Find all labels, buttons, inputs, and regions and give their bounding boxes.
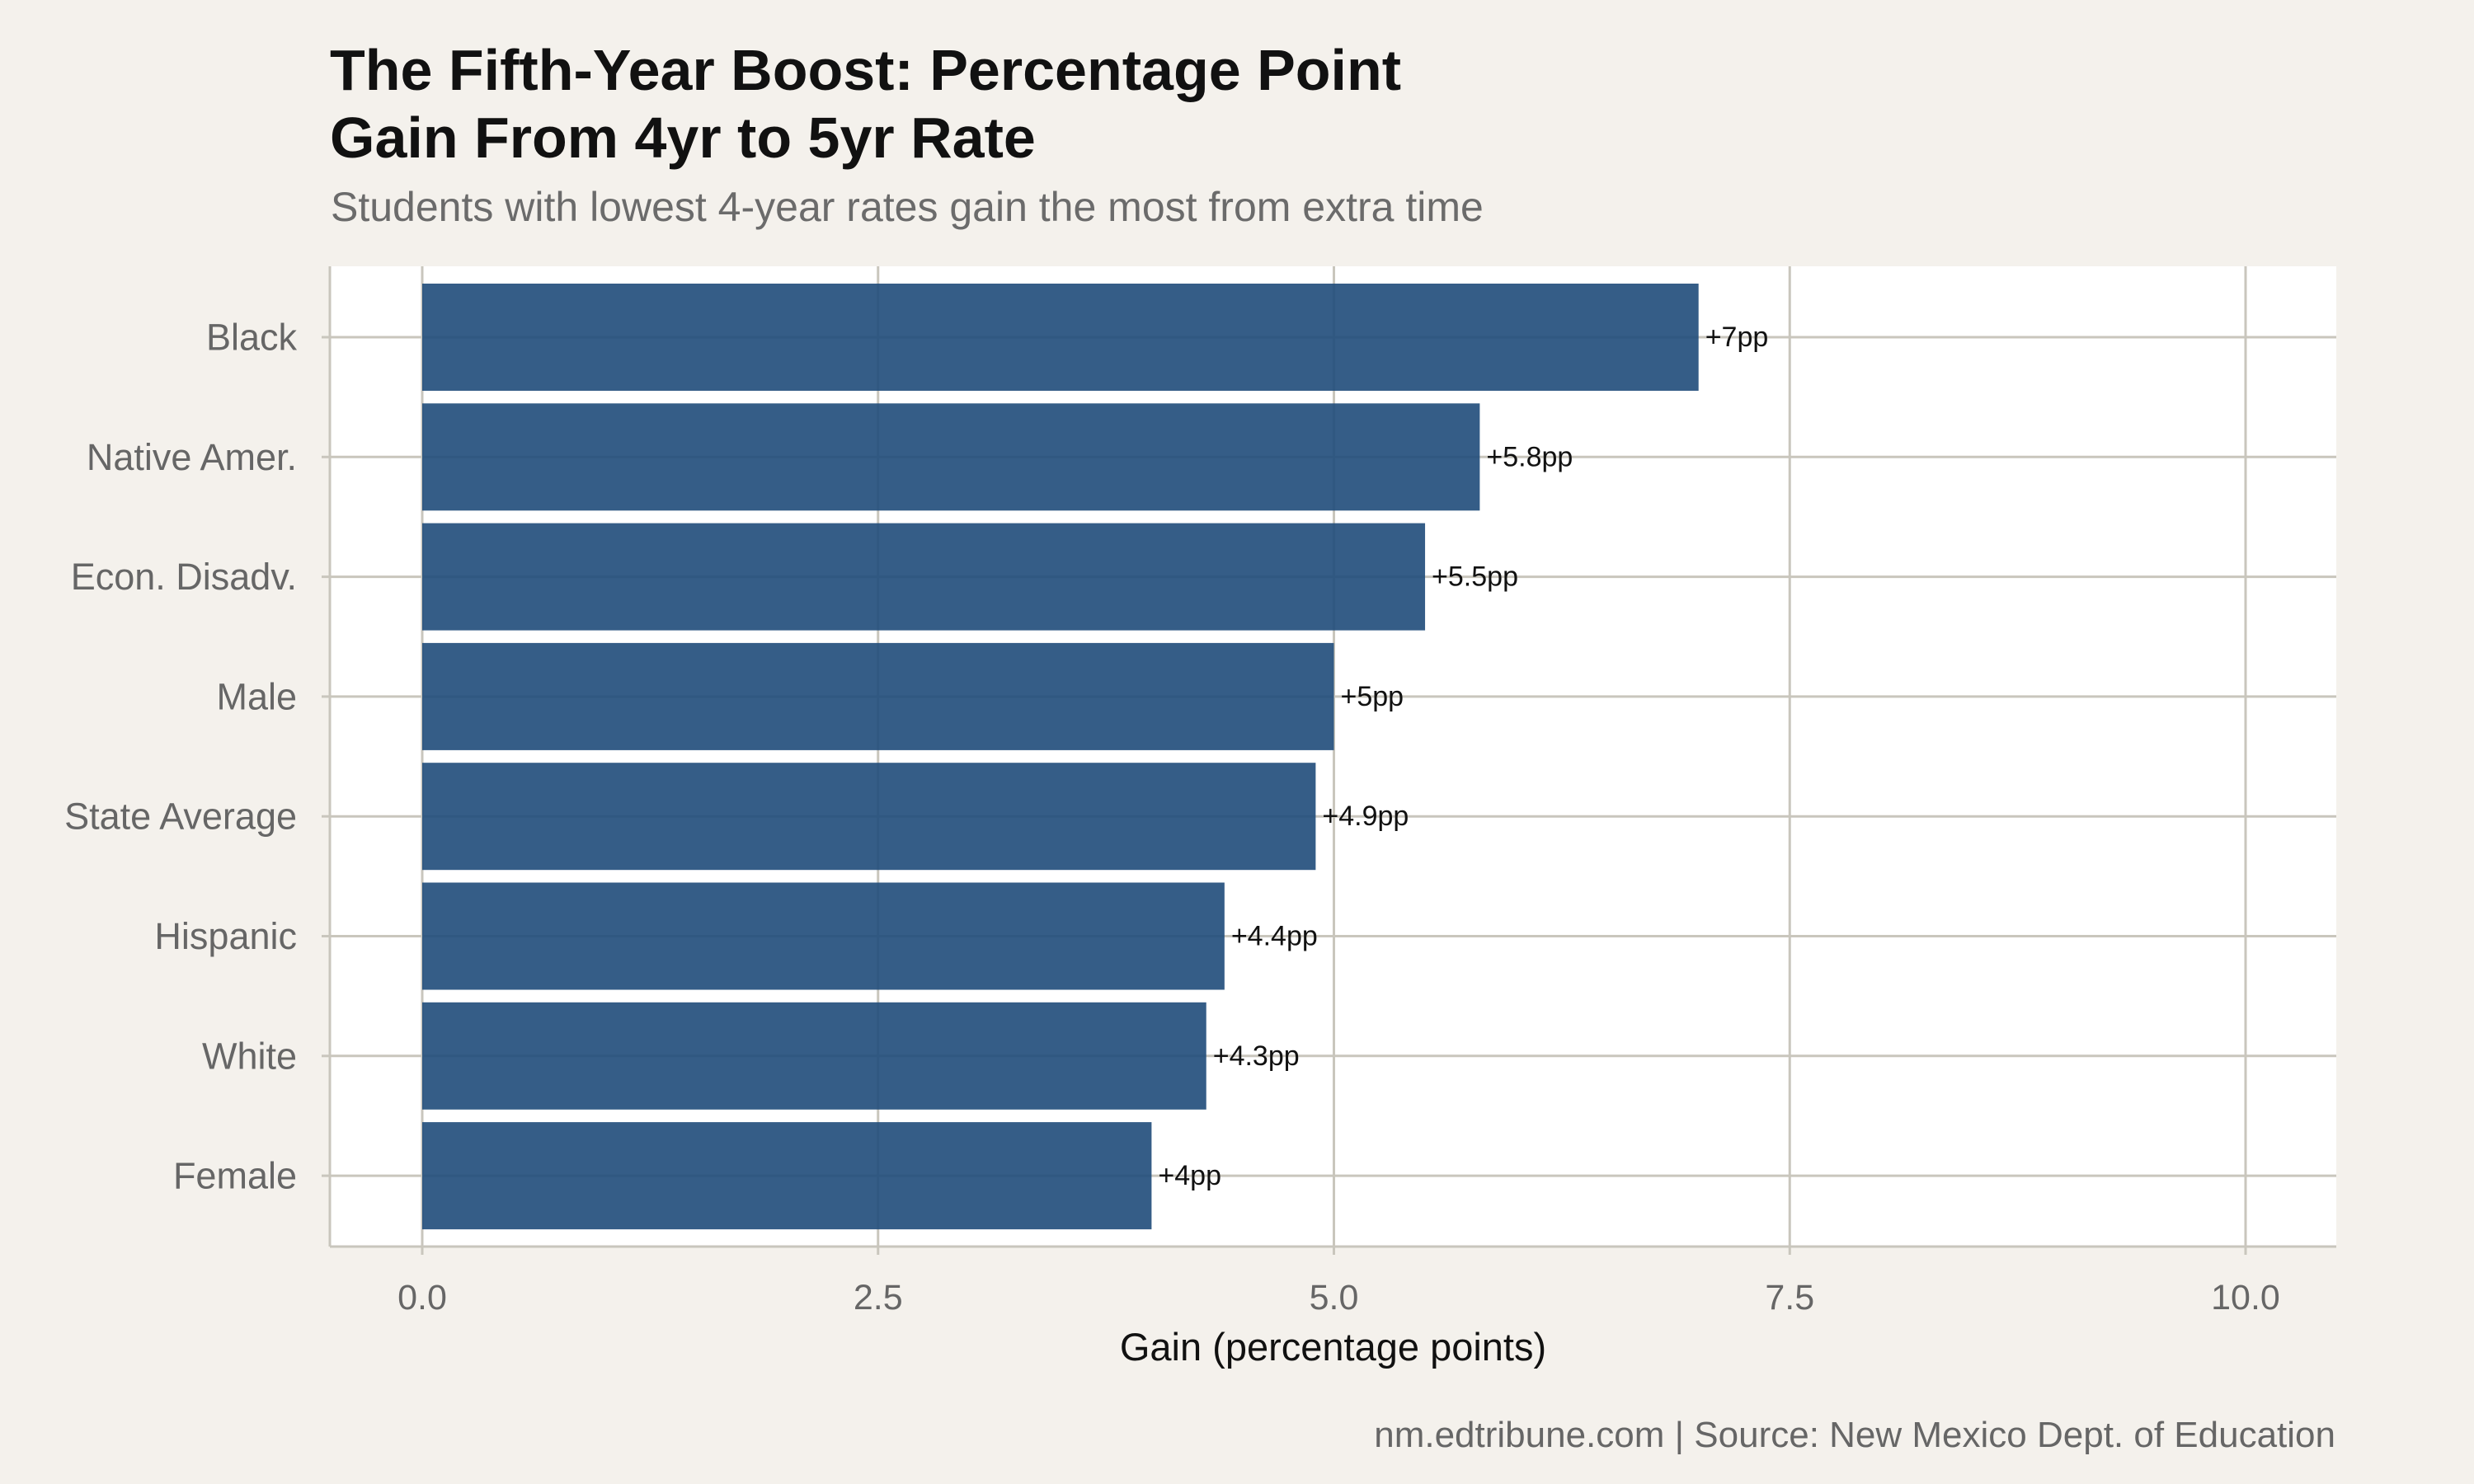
x-axis-title: Gain (percentage points) bbox=[1120, 1325, 1546, 1369]
data-label: +4.9pp bbox=[1322, 801, 1409, 832]
data-label: +5.5pp bbox=[1432, 561, 1518, 593]
x-tick-label: 0.0 bbox=[397, 1278, 447, 1317]
y-tick-label: White bbox=[202, 1035, 297, 1077]
data-label: +5pp bbox=[1341, 681, 1404, 712]
bar bbox=[422, 882, 1225, 990]
data-label: +5.8pp bbox=[1486, 441, 1573, 472]
x-tick-label: 10.0 bbox=[2211, 1278, 2280, 1317]
source-caption: nm.edtribune.com | Source: New Mexico De… bbox=[1374, 1415, 2335, 1455]
x-tick-label: 2.5 bbox=[854, 1278, 903, 1317]
y-tick-label: Native Amer. bbox=[87, 436, 297, 478]
bar bbox=[422, 403, 1480, 511]
bar bbox=[422, 642, 1334, 750]
y-tick-label: Female bbox=[173, 1155, 297, 1197]
bar bbox=[422, 1002, 1206, 1110]
data-label: +4pp bbox=[1158, 1160, 1221, 1191]
chart-subtitle: Students with lowest 4-year rates gain t… bbox=[331, 184, 1484, 230]
y-tick-label: Econ. Disadv. bbox=[71, 556, 297, 598]
bar bbox=[422, 763, 1316, 871]
bar bbox=[422, 284, 1699, 391]
y-tick-label: Black bbox=[206, 317, 298, 359]
bar bbox=[422, 523, 1426, 631]
data-label: +4.3pp bbox=[1213, 1040, 1300, 1072]
data-label: +7pp bbox=[1705, 322, 1769, 353]
y-tick-label: State Average bbox=[64, 796, 297, 838]
data-label: +4.4pp bbox=[1231, 921, 1318, 952]
chart-title: The Fifth-Year Boost: Percentage Point G… bbox=[330, 38, 1402, 170]
y-tick-label: Hispanic bbox=[154, 915, 297, 957]
x-tick-label: 5.0 bbox=[1310, 1278, 1359, 1317]
y-tick-label: Male bbox=[216, 675, 297, 717]
bar bbox=[422, 1122, 1152, 1230]
x-tick-label: 7.5 bbox=[1765, 1278, 1814, 1317]
